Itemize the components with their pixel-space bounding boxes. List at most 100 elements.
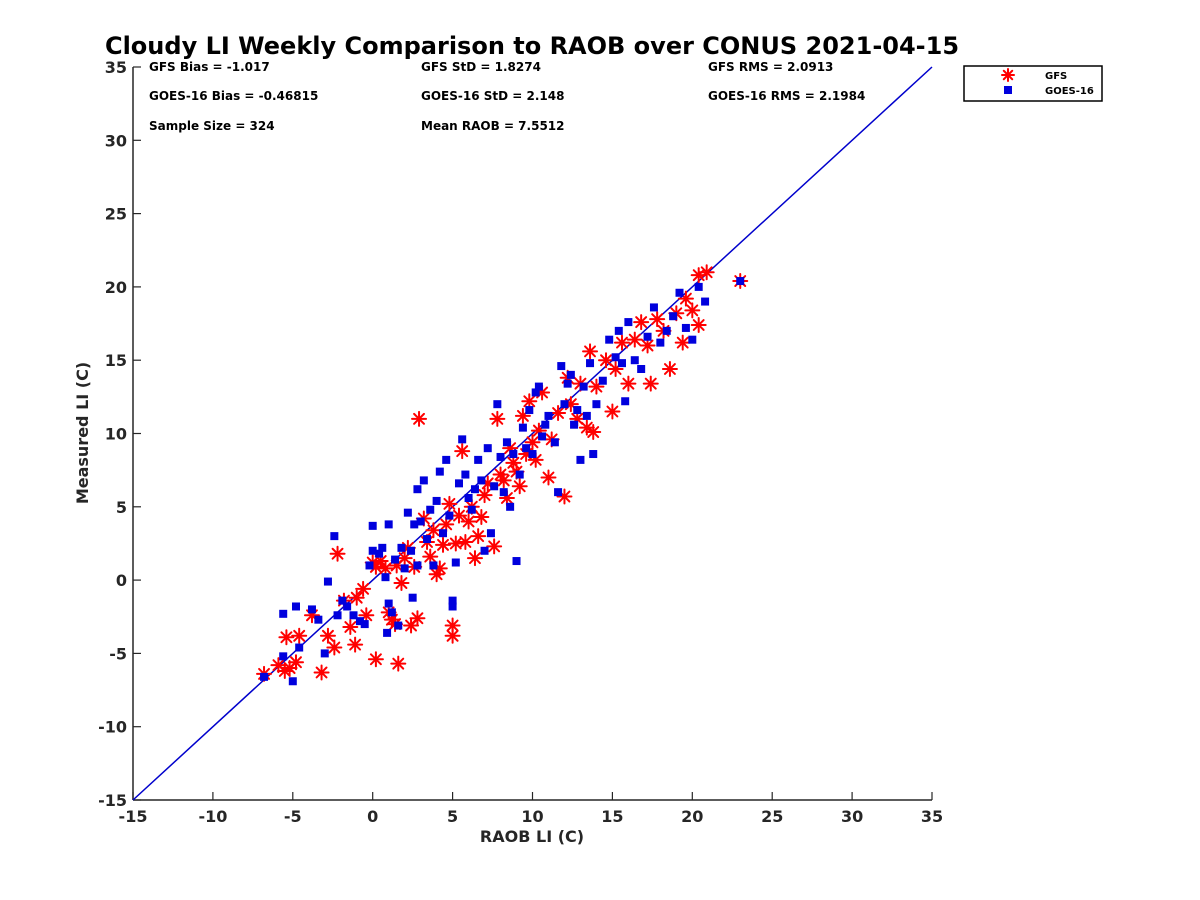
x-tick-label: 35: [921, 807, 943, 826]
data-point-goes-16: [454, 479, 463, 488]
data-point-goes-16: [736, 277, 745, 286]
data-point-goes-16: [573, 406, 582, 415]
data-point-gfs: [393, 575, 410, 592]
data-point-goes-16: [624, 318, 633, 327]
data-point-goes-16: [378, 543, 387, 552]
data-point-goes-16: [656, 338, 665, 347]
data-point-goes-16: [439, 529, 448, 538]
y-tick-label: 20: [105, 278, 127, 297]
data-point-gfs: [633, 314, 650, 331]
data-point-goes-16: [384, 599, 393, 608]
data-point-goes-16: [461, 470, 470, 479]
data-point-gfs: [598, 352, 615, 369]
data-point-gfs: [476, 487, 493, 504]
data-point-gfs: [342, 619, 359, 636]
data-point-goes-16: [383, 628, 392, 637]
y-tick-label: 5: [116, 498, 127, 517]
data-point-goes-16: [531, 388, 540, 397]
data-point-gfs: [377, 560, 394, 577]
data-point-goes-16: [560, 400, 569, 409]
data-point-goes-16: [381, 573, 390, 582]
data-point-goes-16: [403, 508, 412, 517]
stat-text: GFS RMS = 2.0913: [708, 60, 833, 74]
data-point-goes-16: [499, 488, 508, 497]
data-point-gfs: [319, 627, 336, 644]
axes: -15 -10 -5 0 5 10 15 20 25 30 35 -15 -10 -5 0 5 10 15 20 25…: [98, 58, 943, 826]
data-point-gfs: [422, 548, 439, 565]
data-point-goes-16: [538, 432, 547, 441]
data-point-goes-16: [550, 438, 559, 447]
x-axis-label: RAOB LI (C): [480, 827, 584, 846]
data-point-goes-16: [522, 444, 531, 453]
x-tick-label: 10: [521, 807, 543, 826]
y-tick-label: -15: [98, 791, 127, 810]
data-point-goes-16: [477, 476, 486, 485]
data-point-goes-16: [694, 282, 703, 291]
stat-text: GOES-16 RMS = 2.1984: [708, 89, 865, 103]
data-point-gfs: [626, 331, 643, 348]
data-point-goes-16: [486, 529, 495, 538]
data-point-gfs: [540, 469, 557, 486]
data-point-gfs: [454, 443, 471, 460]
data-point-goes-16: [330, 532, 339, 541]
data-point-goes-16: [662, 326, 671, 335]
data-point-goes-16: [445, 511, 454, 520]
data-point-goes-16: [384, 520, 393, 529]
data-point-goes-16: [442, 455, 451, 464]
data-point-gfs: [329, 545, 346, 562]
data-point-goes-16: [429, 561, 438, 570]
data-point-gfs: [511, 478, 528, 495]
data-point-goes-16: [563, 379, 572, 388]
data-point-goes-16: [368, 546, 377, 555]
data-point-gfs: [313, 664, 330, 681]
data-point-goes-16: [307, 605, 316, 614]
data-point-gfs: [435, 536, 452, 553]
data-point-goes-16: [368, 521, 377, 530]
legend-gfs-asterisk: [1001, 68, 1015, 82]
data-point-goes-16: [349, 611, 358, 620]
data-point-goes-16: [589, 450, 598, 459]
legend-goes-label: GOES-16: [1045, 86, 1094, 97]
series-layer: [256, 264, 749, 686]
data-point-gfs: [411, 410, 428, 427]
one-to-one-line: [132, 66, 933, 801]
data-point-goes-16: [467, 505, 476, 514]
stat-text: Mean RAOB = 7.5512: [421, 119, 565, 133]
x-tick-label: 20: [681, 807, 703, 826]
data-point-goes-16: [649, 303, 658, 312]
data-point-goes-16: [408, 593, 417, 602]
data-point-gfs: [495, 472, 512, 489]
x-tick-label: -10: [198, 807, 227, 826]
stat-text: Sample Size = 324: [149, 119, 275, 133]
data-point-goes-16: [451, 558, 460, 567]
stat-text: GFS StD = 1.8274: [421, 60, 541, 74]
data-point-goes-16: [400, 564, 409, 573]
legend: GFS GOES-16: [963, 65, 1103, 102]
x-tick-label: -5: [284, 807, 302, 826]
data-point-goes-16: [288, 677, 297, 686]
data-point-gfs: [620, 375, 637, 392]
stat-text: GFS Bias = -1.017: [149, 60, 270, 74]
y-tick-label: 25: [105, 205, 127, 224]
data-point-goes-16: [338, 596, 347, 605]
x-tick-label: -15: [119, 807, 148, 826]
data-point-gfs: [348, 589, 365, 606]
data-point-goes-16: [365, 561, 374, 570]
data-point-gfs: [457, 533, 474, 550]
data-point-goes-16: [320, 649, 329, 658]
data-point-goes-16: [621, 397, 630, 406]
y-tick-label: 0: [116, 571, 127, 590]
legend-box: [963, 65, 1103, 102]
data-point-gfs: [642, 375, 659, 392]
data-point-goes-16: [509, 450, 518, 459]
data-point-gfs: [489, 410, 506, 427]
data-point-gfs: [684, 302, 701, 319]
data-point-goes-16: [643, 332, 652, 341]
legend-gfs-label: GFS: [1045, 71, 1067, 82]
data-point-gfs: [470, 528, 487, 545]
stats-block: GFS Bias = -1.017 GFS StD = 1.8274 GFS RMS…: [149, 60, 865, 133]
data-point-gfs: [649, 311, 666, 328]
data-point-goes-16: [493, 400, 502, 409]
data-point-gfs: [582, 343, 599, 360]
data-point-goes-16: [598, 376, 607, 385]
